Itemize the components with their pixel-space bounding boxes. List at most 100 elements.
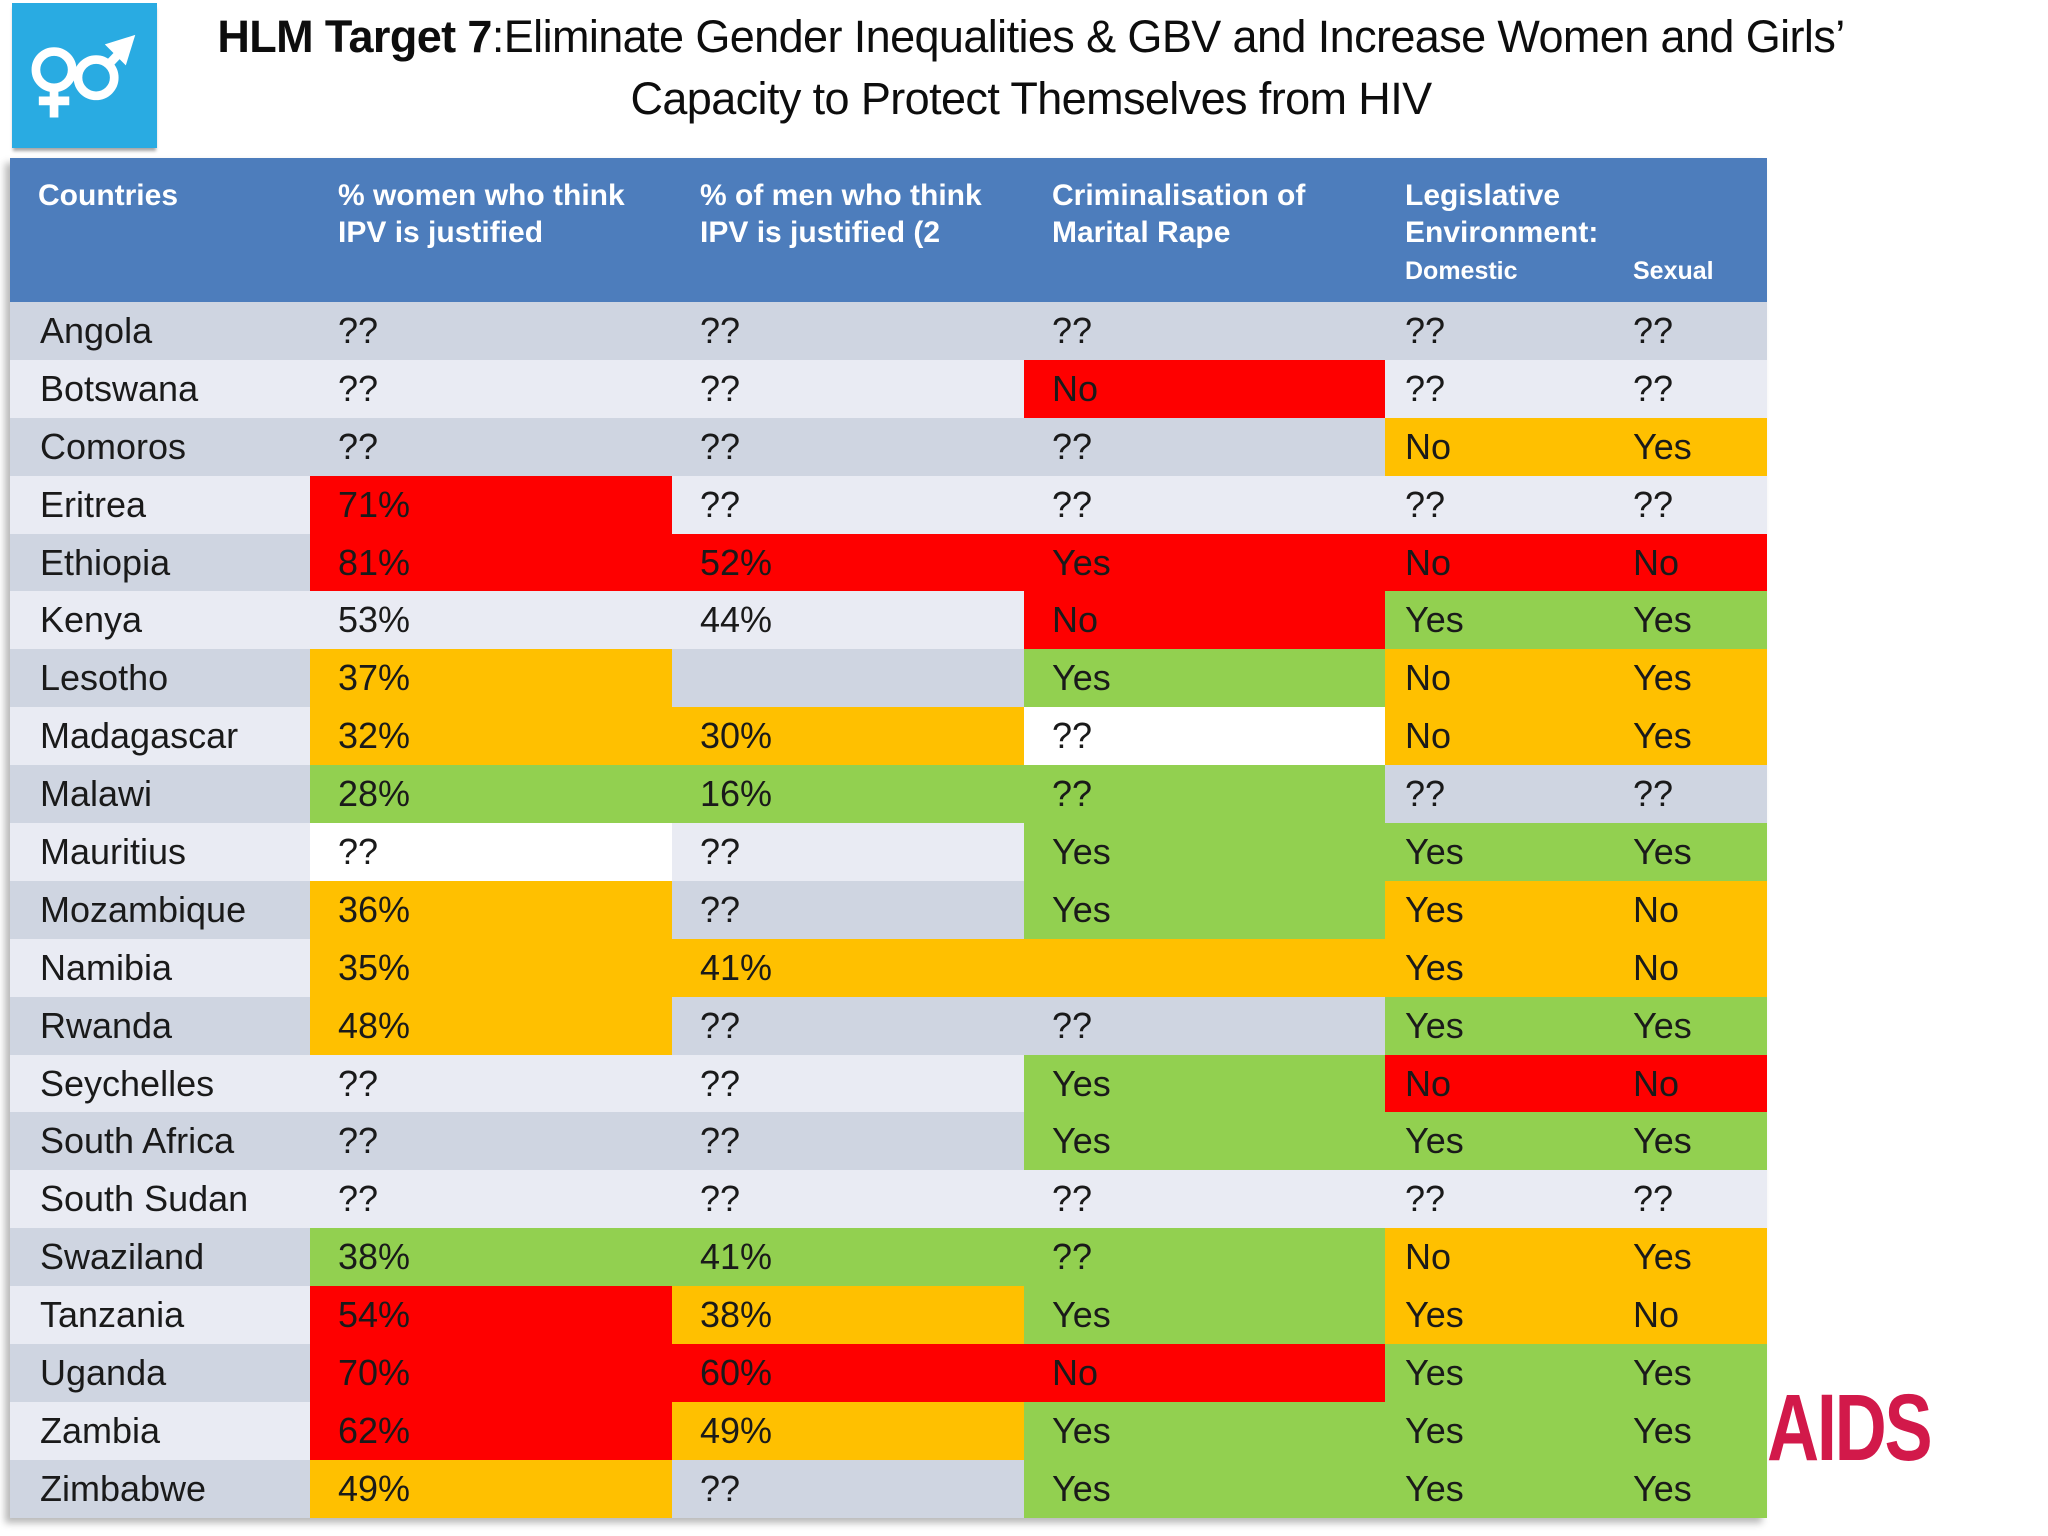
legislative-sexual-value: ?? xyxy=(1633,483,1674,525)
cell-marital-rape: ?? xyxy=(1052,425,1093,467)
cell-country: Eritrea xyxy=(40,483,147,525)
cell-marital-rape: Yes xyxy=(1024,533,1385,592)
legislative-domestic-value: ?? xyxy=(1405,773,1446,815)
column-header-legislative-label: Legislative Environment: xyxy=(1405,179,1599,249)
cell-country: Seychelles xyxy=(40,1062,215,1104)
cell-country: Zimbabwe xyxy=(40,1467,207,1509)
cell-men-ipv: 41% xyxy=(672,938,1024,997)
cell-marital-rape: Yes xyxy=(1024,1054,1385,1113)
cell-women-ipv: ?? xyxy=(338,1178,379,1220)
legislative-domestic-value: Yes xyxy=(1405,1120,1464,1162)
table-row: Eritrea 71%???????? xyxy=(10,475,1767,534)
cell-marital-rape: ?? xyxy=(1024,1228,1385,1287)
legislative-domestic-value: Yes xyxy=(1405,1294,1464,1336)
cell-marital-rape: Yes xyxy=(1024,880,1385,939)
legislative-sexual-value: No xyxy=(1633,946,1680,988)
cell-legislative: Yes Yes xyxy=(1385,1344,1767,1402)
cell-legislative: Yes No xyxy=(1385,938,1767,997)
cell-legislative: Yes Yes xyxy=(1385,1401,1767,1460)
column-header-marital-rape: Criminalisation of Marital Rape xyxy=(1052,179,1306,249)
cell-country: Tanzania xyxy=(40,1294,185,1336)
cell-legislative: Yes Yes xyxy=(1385,823,1767,881)
cell-men-ipv: 38% xyxy=(672,1286,1024,1345)
column-header-sexual: Sexual xyxy=(1633,257,1714,285)
cell-women-ipv: 81% xyxy=(310,533,672,592)
cell-men-ipv: 41% xyxy=(672,1228,1024,1287)
legislative-sexual-value: ?? xyxy=(1633,367,1674,409)
cell-women-ipv: ?? xyxy=(338,425,379,467)
cell-men-ipv: ?? xyxy=(700,830,741,872)
cell-country: Ethiopia xyxy=(40,541,171,583)
legislative-domestic-value: Yes xyxy=(1405,1004,1464,1046)
cell-women-ipv: 49% xyxy=(310,1459,672,1518)
cell-men-ipv: ?? xyxy=(700,309,741,351)
cell-country: Zambia xyxy=(40,1409,161,1451)
cell-women-ipv: 48% xyxy=(310,996,672,1055)
interlocked-female-male-icon xyxy=(31,34,136,118)
cell-country: South Sudan xyxy=(40,1178,249,1220)
cell-marital-rape: ?? xyxy=(1052,1178,1093,1220)
cell-women-ipv: ?? xyxy=(338,1062,379,1104)
legislative-sexual-value: Yes xyxy=(1633,715,1692,757)
cell-marital-rape: Yes xyxy=(1024,1459,1385,1518)
cell-women-ipv: 36% xyxy=(310,880,672,939)
cell-marital-rape: No xyxy=(1024,359,1385,418)
table-row: Malawi 28% 16%?????? xyxy=(10,765,1767,824)
table-row: Ethiopia 81% 52% Yes No No xyxy=(10,533,1767,592)
cell-women-ipv: ?? xyxy=(310,823,672,881)
cell-women-ipv: 38% xyxy=(310,1228,672,1287)
legislative-sexual-value: Yes xyxy=(1633,1236,1692,1278)
cell-marital-rape: Yes xyxy=(1024,649,1385,708)
cell-women-ipv: ?? xyxy=(338,309,379,351)
cell-marital-rape: ?? xyxy=(1024,707,1385,766)
data-table: Countries % women who think IPV is justi… xyxy=(10,158,1767,1518)
cell-country: Botswana xyxy=(40,367,199,409)
legislative-domestic-value: ?? xyxy=(1405,483,1446,525)
cell-men-ipv: 44% xyxy=(700,599,773,641)
cell-legislative: Yes Yes xyxy=(1385,1112,1767,1171)
cell-legislative: Yes Yes xyxy=(1385,1459,1767,1518)
cell-women-ipv: 71% xyxy=(310,475,672,534)
legislative-sexual-value: Yes xyxy=(1633,657,1692,699)
slide-title-line1: HLM Target 7:Eliminate Gender Inequaliti… xyxy=(150,6,1912,68)
legislative-domestic-value: No xyxy=(1405,1236,1452,1278)
unaids-logo: AIDS xyxy=(1767,1375,1933,1481)
legislative-sexual-value: Yes xyxy=(1633,1351,1692,1393)
legislative-sexual-value: Yes xyxy=(1633,1467,1692,1509)
cell-men-ipv: 52% xyxy=(672,533,1024,592)
cell-women-ipv: 35% xyxy=(310,938,672,997)
cell-women-ipv: 54% xyxy=(310,1286,672,1345)
cell-legislative: Yes No xyxy=(1385,1286,1767,1345)
cell-men-ipv: ?? xyxy=(700,425,741,467)
cell-women-ipv: ?? xyxy=(338,1120,379,1162)
cell-legislative: ???? xyxy=(1385,765,1767,823)
cell-men-ipv: ?? xyxy=(700,1004,741,1046)
table-row: Botswana???? No???? xyxy=(10,359,1767,418)
legislative-sexual-value: Yes xyxy=(1633,599,1692,641)
slide-title: HLM Target 7:Eliminate Gender Inequaliti… xyxy=(150,6,1912,130)
cell-legislative: No No xyxy=(1385,1054,1767,1113)
table-row: Namibia 35% 41% Yes No xyxy=(10,938,1767,997)
cell-women-ipv: 53% xyxy=(338,599,411,641)
legislative-domestic-value: No xyxy=(1405,715,1452,757)
table-row: Mozambique 36%?? Yes Yes No xyxy=(10,880,1767,939)
cell-marital-rape: ?? xyxy=(1024,765,1385,824)
cell-country: Comoros xyxy=(40,425,187,467)
cell-men-ipv: ?? xyxy=(700,888,741,930)
cell-legislative: ???? xyxy=(1385,360,1767,418)
cell-women-ipv: 28% xyxy=(310,765,672,824)
cell-marital-rape: Yes xyxy=(1024,1286,1385,1345)
cell-men-ipv: ?? xyxy=(700,367,741,409)
cell-legislative: No Yes xyxy=(1385,707,1767,766)
cell-country: Angola xyxy=(40,309,153,351)
legislative-domestic-value: No xyxy=(1405,541,1452,583)
column-header-women-ipv: % women who think IPV is justified xyxy=(338,179,625,249)
cell-marital-rape: Yes xyxy=(1024,1401,1385,1460)
cell-country: Malawi xyxy=(40,773,153,815)
slide-title-line2: Capacity to Protect Themselves from HIV xyxy=(630,73,1432,124)
column-header-legislative: Legislative Environment: Domestic Sexual xyxy=(1385,158,1767,302)
legislative-domestic-value: Yes xyxy=(1405,946,1464,988)
cell-marital-rape: ?? xyxy=(1052,1004,1093,1046)
cell-country: Lesotho xyxy=(40,657,169,699)
legislative-sexual-value: ?? xyxy=(1633,773,1674,815)
